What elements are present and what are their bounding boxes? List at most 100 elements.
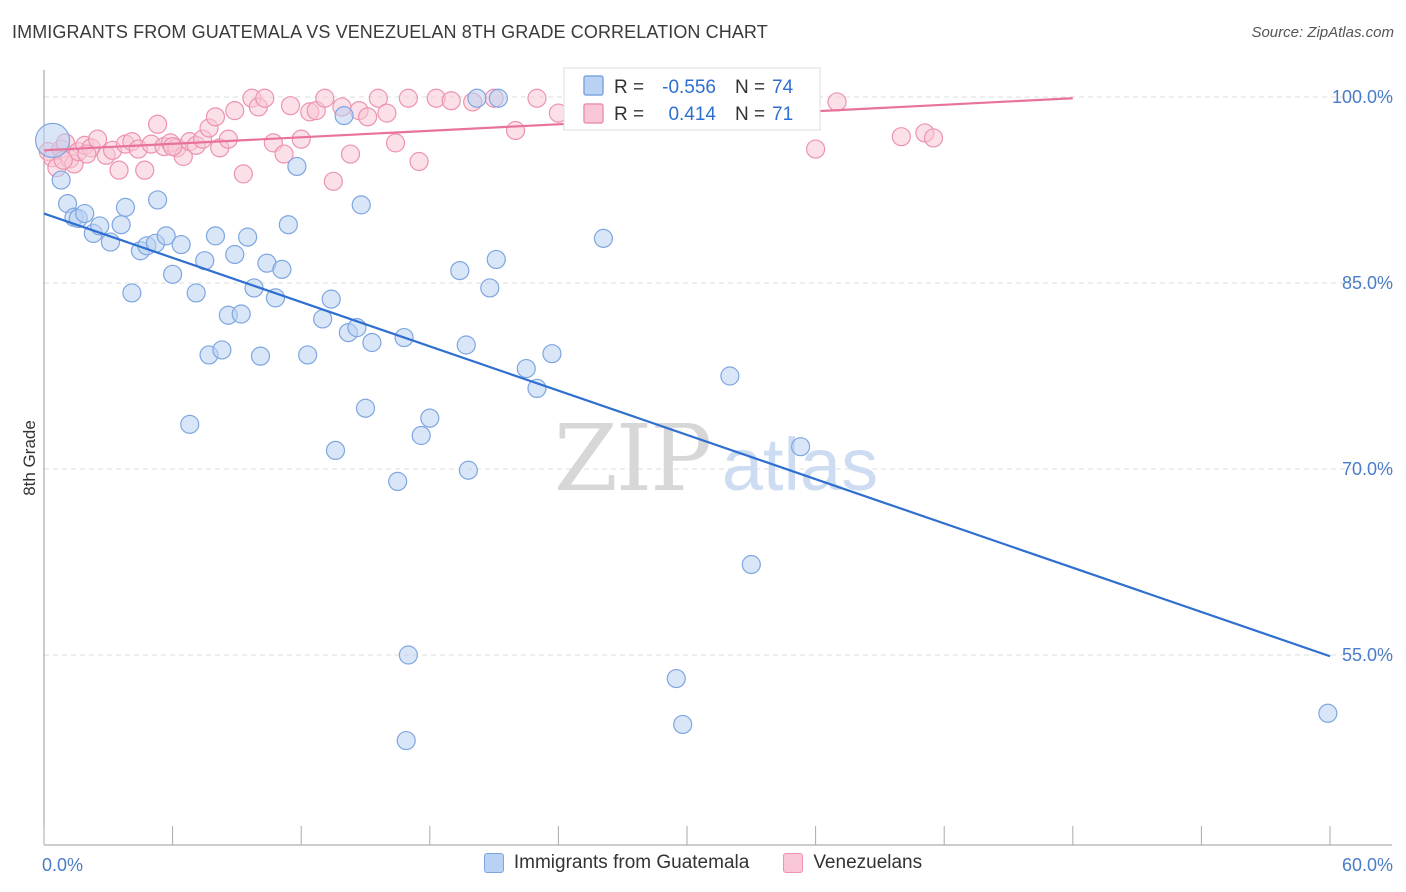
venezuelans-point <box>163 137 183 157</box>
venezuelans-point <box>527 88 547 108</box>
guatemala-point <box>186 283 206 303</box>
y-tick-label: 100.0% <box>1332 87 1393 107</box>
venezuelans-point <box>377 103 397 123</box>
guatemala-point <box>355 398 376 418</box>
guatemala-point <box>111 215 131 235</box>
guatemala-point <box>720 366 740 386</box>
legend-box <box>563 67 821 131</box>
legend-pink-n-value: 71 <box>772 104 793 125</box>
guatemala-point <box>147 190 168 210</box>
guatemala-point <box>542 344 562 364</box>
venezuelans-point <box>398 88 418 108</box>
guatemala-point <box>163 264 183 284</box>
watermark-zip: ZIP <box>554 405 710 512</box>
guatemala-point <box>298 345 318 365</box>
guatemala-point <box>278 215 298 235</box>
legend-pink-n-label: N = <box>735 104 765 125</box>
legend-pink-swatch <box>583 103 604 124</box>
venezuelans-point <box>205 107 226 127</box>
venezuelans-point <box>805 139 826 159</box>
guatemala-trend-line <box>43 212 1331 658</box>
venezuelans-point <box>291 129 311 149</box>
guatemala-point <box>156 226 176 246</box>
guatemala-point <box>351 195 371 215</box>
guatemala-point <box>362 332 382 353</box>
bottom-legend-blue: Immigrants from Guatemala <box>483 852 750 874</box>
blue-series <box>34 88 1338 751</box>
inset-legend: R = -0.556 N = 74 R = 0.414 N = 71 <box>563 67 821 131</box>
axes <box>43 70 1392 846</box>
y-tick-label: 70.0% <box>1342 459 1393 479</box>
venezuelans-point <box>218 129 238 149</box>
venezuelans-point <box>409 151 429 172</box>
venezuelans-point <box>368 88 388 108</box>
guatemala-point <box>488 88 508 108</box>
guatemala-point <box>741 554 761 575</box>
venezuelans-point <box>147 114 168 134</box>
venezuelans-point <box>315 88 335 108</box>
venezuelans-point <box>87 129 108 149</box>
y-axis-title: 8th Grade <box>20 420 39 496</box>
venezuelans-point <box>340 144 361 164</box>
guatemala-point <box>265 288 286 308</box>
guatemala-point <box>272 259 292 279</box>
bottom-legend-blue-label: Immigrants from Guatemala <box>513 852 750 873</box>
bottom-legend-blue-swatch <box>483 853 504 873</box>
venezuelans-point <box>255 88 275 108</box>
guatemala-point <box>115 197 136 217</box>
guatemala-point <box>593 228 614 248</box>
guatemala-point <box>450 261 470 281</box>
bottom-legend-pink-label: Venezuelans <box>813 852 923 873</box>
guatemala-point <box>34 122 71 158</box>
guatemala-point <box>411 425 431 446</box>
venezuelans-point <box>385 133 406 153</box>
venezuelans-point <box>77 144 97 164</box>
venezuelans-point <box>323 171 343 191</box>
chart-title: IMMIGRANTS FROM GUATEMALA VS VENEZUELAN … <box>12 22 768 42</box>
legend-pink-r-label: R = <box>614 104 644 125</box>
venezuelans-point <box>280 96 301 116</box>
venezuelans-point <box>923 128 944 148</box>
guatemala-point <box>51 170 71 190</box>
guatemala-point <box>171 234 191 255</box>
chart-source: Source: ZipAtlas.com <box>1251 24 1394 41</box>
guatemala-point <box>212 340 232 360</box>
x-tick-label-min: 0.0% <box>42 855 83 875</box>
legend-blue-r-label: R = <box>614 77 644 98</box>
guatemala-point <box>334 105 354 126</box>
guatemala-point <box>673 714 693 735</box>
venezuelans-point <box>109 160 129 180</box>
venezuelans-point <box>827 92 847 112</box>
venezuelans-point <box>358 107 378 127</box>
guatemala-point <box>122 283 142 303</box>
guatemala-point <box>666 668 686 689</box>
bottom-legend-pink: Venezuelans <box>783 852 922 874</box>
guatemala-point <box>388 471 408 491</box>
guatemala-point <box>238 227 258 247</box>
venezuelans-point <box>441 91 461 111</box>
legend-pink-r-value: 0.414 <box>668 104 716 125</box>
x-ticks <box>43 826 1331 845</box>
y-tick-labels: 55.0% 70.0% 85.0% 100.0% <box>1332 87 1393 665</box>
legend-blue-n-value: 74 <box>772 77 794 98</box>
venezuelans-trend-line <box>43 97 1073 152</box>
guatemala-point <box>231 304 251 324</box>
legend-blue-n-label: N = <box>735 77 765 98</box>
guatemala-point <box>480 278 500 298</box>
x-tick-label-max: 60.0% <box>1342 855 1393 875</box>
guatemala-point <box>396 730 416 751</box>
trend-lines <box>43 97 1331 658</box>
guatemala-point <box>1318 703 1338 723</box>
guatemala-point <box>790 437 811 457</box>
venezuelans-point <box>505 120 526 141</box>
guatemala-point <box>325 440 346 460</box>
legend-blue-swatch <box>583 75 604 96</box>
guatemala-point <box>225 244 245 265</box>
guatemala-point <box>398 645 418 665</box>
venezuelans-point <box>891 127 911 147</box>
guatemala-point <box>287 156 307 177</box>
guatemala-point <box>456 335 476 355</box>
venezuelans-point <box>225 101 245 121</box>
watermark: ZIP atlas <box>554 405 878 512</box>
